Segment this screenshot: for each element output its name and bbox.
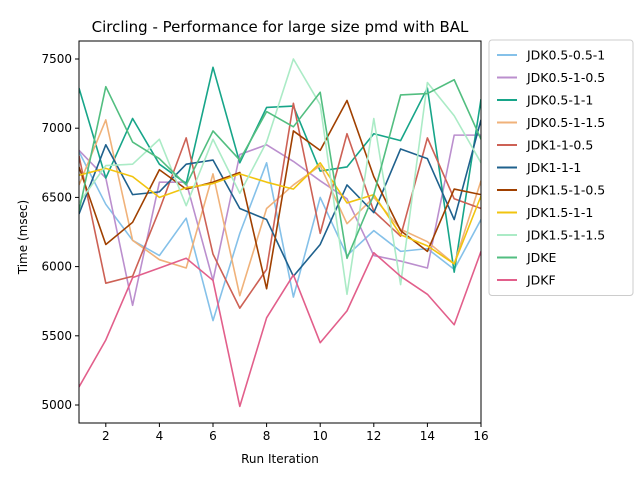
x-tick-label: 4 (156, 429, 164, 443)
x-tick-label: 8 (263, 429, 271, 443)
x-tick-label: 16 (473, 429, 488, 443)
legend-label-11: JDKF (526, 273, 556, 288)
y-tick-label: 6000 (41, 260, 72, 274)
series-line-9 (79, 58, 481, 296)
series-line-4 (79, 119, 481, 297)
y-tick-label: 5000 (41, 398, 72, 412)
y-tick-label: 7500 (41, 52, 72, 66)
y-tick-label: 6500 (41, 190, 72, 204)
legend-label-10: JDKE (526, 250, 557, 265)
legend-label-7: JDK1.5-1-0.5 (526, 183, 605, 198)
x-axis-label: Run Iteration (241, 452, 319, 466)
series-line-3 (79, 66, 481, 273)
legend-label-1: JDK0.5-0.5-1 (526, 48, 605, 63)
legend-label-2: JDK0.5-1-0.5 (526, 70, 605, 85)
y-tick-label: 5500 (41, 329, 72, 343)
plot-frame (78, 40, 482, 424)
legend-label-5: JDK1-1-0.5 (526, 138, 593, 153)
x-tick-label: 6 (209, 429, 217, 443)
series-line-1 (79, 151, 481, 322)
x-tick-label: 2 (102, 429, 110, 443)
series-lines (79, 58, 481, 408)
legend: JDK0.5-0.5-1 JDK0.5-1-0.5 JDK0.5-1-1 JDK0.5… (488, 39, 634, 296)
legend-label-9: JDK1.5-1-1.5 (526, 228, 605, 243)
legend-label-4: JDK0.5-1-1.5 (526, 115, 605, 130)
y-tick-label: 7000 (41, 121, 72, 135)
axes: 2 4 6 8 10 12 14 16 5000 5500 6000 6500 7000 7500 (41, 40, 489, 443)
series-line-10 (79, 78, 481, 260)
legend-box (488, 39, 634, 296)
x-tick-label: 14 (420, 429, 435, 443)
legend-label-6: JDK1-1-1 (526, 160, 581, 175)
legend-label-3: JDK0.5-1-1 (526, 93, 593, 108)
chart-title: Circling - Performance for large size pm… (92, 18, 469, 36)
y-axis-label: Time (msec) (16, 200, 30, 275)
legend-label-8: JDK1.5-1-1 (526, 205, 593, 220)
series-line-6 (79, 119, 481, 278)
series-line-11 (79, 251, 481, 408)
series-line-8 (79, 162, 481, 265)
x-tick-label: 12 (366, 429, 381, 443)
x-tick-label: 10 (313, 429, 328, 443)
